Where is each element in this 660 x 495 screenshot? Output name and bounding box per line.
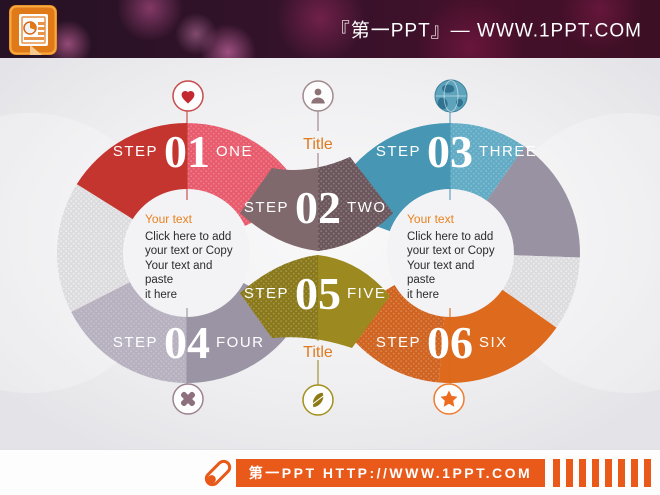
right-textblock-line: Click here to add <box>407 230 494 243</box>
step4-label: STEP <box>113 334 158 351</box>
heart-icon <box>172 80 204 112</box>
step6-label: STEP <box>376 334 421 351</box>
step3-label: STEP <box>376 143 421 160</box>
cross-icon <box>172 383 204 415</box>
connector-lines <box>186 111 451 385</box>
left-textblock-line: Your text and <box>145 259 213 272</box>
step2-label: STEP <box>244 199 289 216</box>
step3-word: THREE <box>479 143 537 160</box>
segment-gray-right <box>486 146 580 258</box>
left-textblock-line: your text or Copy <box>145 245 233 257</box>
left-textblock-line: paste <box>145 274 174 286</box>
step5-number: 05 <box>295 268 341 319</box>
step4-word: FOUR <box>216 334 265 351</box>
left-textblock-line: it here <box>145 288 177 301</box>
inner-circle-left <box>124 190 250 316</box>
step1-label: STEP <box>113 143 158 160</box>
globe-icon <box>434 79 468 113</box>
left-textblock-heading: Your text <box>145 212 192 226</box>
pen-icon <box>204 459 232 487</box>
segment-step1-solid <box>76 123 187 220</box>
segment-step6-solid <box>438 289 557 383</box>
step5-label: STEP <box>244 285 289 302</box>
left-ring <box>57 123 305 383</box>
star-icon <box>433 383 465 415</box>
step-labels: STEP 01 ONE STEP 02 TWO STEP 03 THREE ST… <box>113 126 537 368</box>
step1-word: ONE <box>216 143 253 160</box>
footer-bar: 第一PPT HTTP://WWW.1PPT.COM <box>0 449 660 495</box>
person-icon <box>302 80 334 112</box>
header-banner: 『第一PPT』— WWW.1PPT.COM <box>0 0 660 60</box>
right-textblock-line: it here <box>407 288 439 301</box>
step5-word: FIVE <box>347 285 386 302</box>
leaf-icon <box>302 384 334 416</box>
powerpoint-icon <box>9 5 57 55</box>
left-textblock: Your text Click here to add your text or… <box>145 212 249 302</box>
step1-number: 01 <box>164 126 210 177</box>
site-title[interactable]: 『第一PPT』— WWW.1PPT.COM <box>330 20 642 42</box>
footer-site-link[interactable]: 第一PPT HTTP://WWW.1PPT.COM <box>236 459 545 487</box>
left-textblock-line: Click here to add <box>145 230 232 243</box>
right-textblock-line: Your text and <box>407 259 475 272</box>
step2-word: TWO <box>347 199 387 216</box>
top-title: Title <box>303 136 333 153</box>
step3-number: 03 <box>427 126 473 177</box>
right-textblock-line: your text or Copy <box>407 245 495 257</box>
inner-circle-right <box>387 190 513 316</box>
step2-number: 02 <box>295 182 341 233</box>
bottom-title: Title <box>303 344 333 361</box>
infinity-steps-diagram: STEP 01 ONE STEP 02 TWO STEP 03 THREE ST… <box>0 79 660 416</box>
footer-stripes-decor <box>553 459 657 487</box>
right-textblock-heading: Your text <box>407 212 454 226</box>
band-step2 <box>240 157 393 251</box>
step6-number: 06 <box>427 317 473 368</box>
band-step5 <box>240 255 390 348</box>
step6-word: SIX <box>479 334 508 351</box>
slide-canvas: STEP 01 ONE STEP 02 TWO STEP 03 THREE ST… <box>0 58 660 449</box>
right-textblock-line: paste <box>407 274 436 286</box>
step4-number: 04 <box>164 317 210 368</box>
right-textblock: Your text Click here to add your text or… <box>407 212 511 302</box>
